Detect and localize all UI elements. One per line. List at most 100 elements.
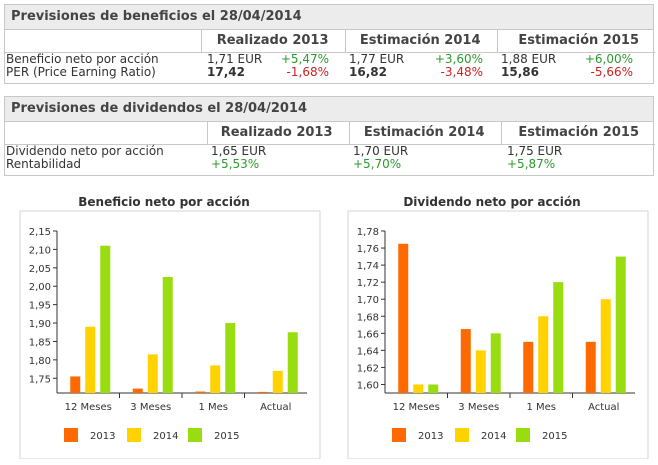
value: 1,88 EUR xyxy=(501,51,557,66)
change: +3,60% xyxy=(434,51,483,66)
legend-swatch xyxy=(516,428,530,442)
legend-swatch xyxy=(455,428,469,442)
change: +5,47% xyxy=(280,51,329,66)
legend-label: 2015 xyxy=(542,431,567,442)
bar-2014 xyxy=(210,365,221,393)
value: 17,42 xyxy=(207,64,245,79)
x-tick-label: 12 Meses xyxy=(65,402,112,413)
header-estimacion-2014: Estimación 2014 xyxy=(344,30,497,53)
table-row: Rentabilidad +5,53% +5,70% +5,87% xyxy=(5,156,655,171)
bar-2013 xyxy=(398,243,409,393)
header-estimacion-2015: Estimación 2015 xyxy=(500,122,655,145)
value: +5,53% xyxy=(211,156,260,171)
value: +5,70% xyxy=(353,156,402,171)
x-tick-label: 3 Meses xyxy=(458,402,499,413)
y-tick-label: 1,78 xyxy=(357,227,379,238)
legend-swatch xyxy=(188,428,202,442)
bar-2015 xyxy=(553,282,564,393)
header-realizado-2013: Realizado 2013 xyxy=(206,122,349,145)
y-tick-label: 1,85 xyxy=(29,337,51,348)
bar-2013 xyxy=(70,376,81,393)
value: 1,65 EUR xyxy=(211,143,267,158)
value: 1,77 EUR xyxy=(349,51,405,66)
value: +5,87% xyxy=(507,156,556,171)
x-tick-label: Actual xyxy=(588,402,619,413)
value: 15,86 xyxy=(501,64,539,79)
legend-swatch xyxy=(64,428,78,442)
y-tick-label: 1,75 xyxy=(29,374,51,385)
y-tick-label: 1,74 xyxy=(357,261,379,272)
bar-2015 xyxy=(225,323,236,393)
y-tick-label: 1,90 xyxy=(29,319,51,330)
change: -1,68% xyxy=(286,64,329,79)
beneficios-table: Realizado 2013 Estimación 2014 Estimació… xyxy=(5,30,655,79)
beneficios-panel: Previsiones de beneficios el 28/04/2014 … xyxy=(4,4,655,84)
bar-2014 xyxy=(475,350,486,393)
y-tick-label: 2,00 xyxy=(29,282,51,293)
x-tick-label: 12 Meses xyxy=(393,402,440,413)
header-realizado-2013: Realizado 2013 xyxy=(200,30,345,53)
bar-2013 xyxy=(132,388,143,393)
change: +6,00% xyxy=(584,51,633,66)
y-tick-label: 1,68 xyxy=(357,312,379,323)
bar-2014 xyxy=(147,354,158,393)
bar-2013 xyxy=(460,329,471,393)
dividendos-table: Realizado 2013 Estimación 2014 Estimació… xyxy=(5,122,655,171)
change: -3,48% xyxy=(440,64,483,79)
chart-title: Dividendo neto por acción xyxy=(403,195,580,209)
value: 1,75 EUR xyxy=(507,143,563,158)
header-estimacion-2015: Estimación 2015 xyxy=(496,30,655,53)
x-tick-label: Actual xyxy=(260,402,291,413)
y-tick-label: 2,05 xyxy=(29,264,51,275)
bar-2013 xyxy=(257,391,268,393)
row-label: Dividendo neto por acción xyxy=(6,143,164,158)
y-tick-label: 1,70 xyxy=(357,295,379,306)
legend-label: 2014 xyxy=(153,431,178,442)
bar-2014 xyxy=(413,384,424,393)
value: 16,82 xyxy=(349,64,387,79)
y-tick-label: 2,15 xyxy=(29,227,51,238)
legend-label: 2015 xyxy=(214,431,239,442)
bar-2013 xyxy=(523,341,534,393)
dividendos-panel: Previsiones de dividendos el 28/04/2014 … xyxy=(4,96,655,176)
row-label: Rentabilidad xyxy=(6,156,82,171)
table-row: PER (Price Earning Ratio) 17,42 -1,68% 16… xyxy=(5,64,655,79)
y-tick-label: 1,62 xyxy=(357,363,379,374)
x-tick-label: 1 Mes xyxy=(198,402,228,413)
value: 1,71 EUR xyxy=(207,51,263,66)
bar-2014 xyxy=(85,326,96,393)
bar-2015 xyxy=(428,384,439,393)
legend-label: 2013 xyxy=(418,431,443,442)
bar-2015 xyxy=(615,256,626,393)
bar-2015 xyxy=(490,333,501,393)
change: -5,66% xyxy=(590,64,633,79)
bar-2014 xyxy=(272,370,283,393)
beneficios-title: Previsiones de beneficios el 28/04/2014 xyxy=(5,5,653,30)
bar-2014 xyxy=(538,316,549,393)
y-tick-label: 1,72 xyxy=(357,278,379,289)
y-tick-label: 2,10 xyxy=(29,245,51,256)
bar-2015 xyxy=(162,277,173,393)
legend-label: 2014 xyxy=(481,431,506,442)
beneficio-chart-svg: Beneficio neto por acción 2,15 2,10 2,05 2,0… xyxy=(19,195,321,460)
bar-2013 xyxy=(585,341,596,393)
dividendo-chart-svg: Dividendo neto por acción 1,78 1,76 1,74 1,7… xyxy=(347,195,649,460)
dividendos-title: Previsiones de dividendos el 28/04/2014 xyxy=(5,97,653,122)
y-tick-label: 1,64 xyxy=(357,346,379,357)
chart-title: Beneficio neto por acción xyxy=(78,195,250,209)
legend-swatch xyxy=(127,428,141,442)
y-tick-label: 1,60 xyxy=(357,380,379,391)
y-tick-label: 1,76 xyxy=(357,244,379,255)
legend-label: 2013 xyxy=(90,431,115,442)
chart-dividendo: Dividendo neto por acción 1,78 1,76 1,74 1,7… xyxy=(340,191,650,462)
chart-beneficio: Beneficio neto por acción 2,15 2,10 2,05 2,0… xyxy=(12,191,322,462)
bar-2014 xyxy=(600,299,611,393)
y-tick-label: 1,80 xyxy=(29,356,51,367)
row-label: PER (Price Earning Ratio) xyxy=(6,64,156,79)
table-row: Beneficio neto por acción 1,71 EUR +5,47%… xyxy=(5,52,655,66)
x-tick-label: 3 Meses xyxy=(130,402,171,413)
legend-swatch xyxy=(392,428,406,442)
y-tick-label: 1,66 xyxy=(357,329,379,340)
value: 1,70 EUR xyxy=(353,143,409,158)
y-tick-label: 1,95 xyxy=(29,301,51,312)
